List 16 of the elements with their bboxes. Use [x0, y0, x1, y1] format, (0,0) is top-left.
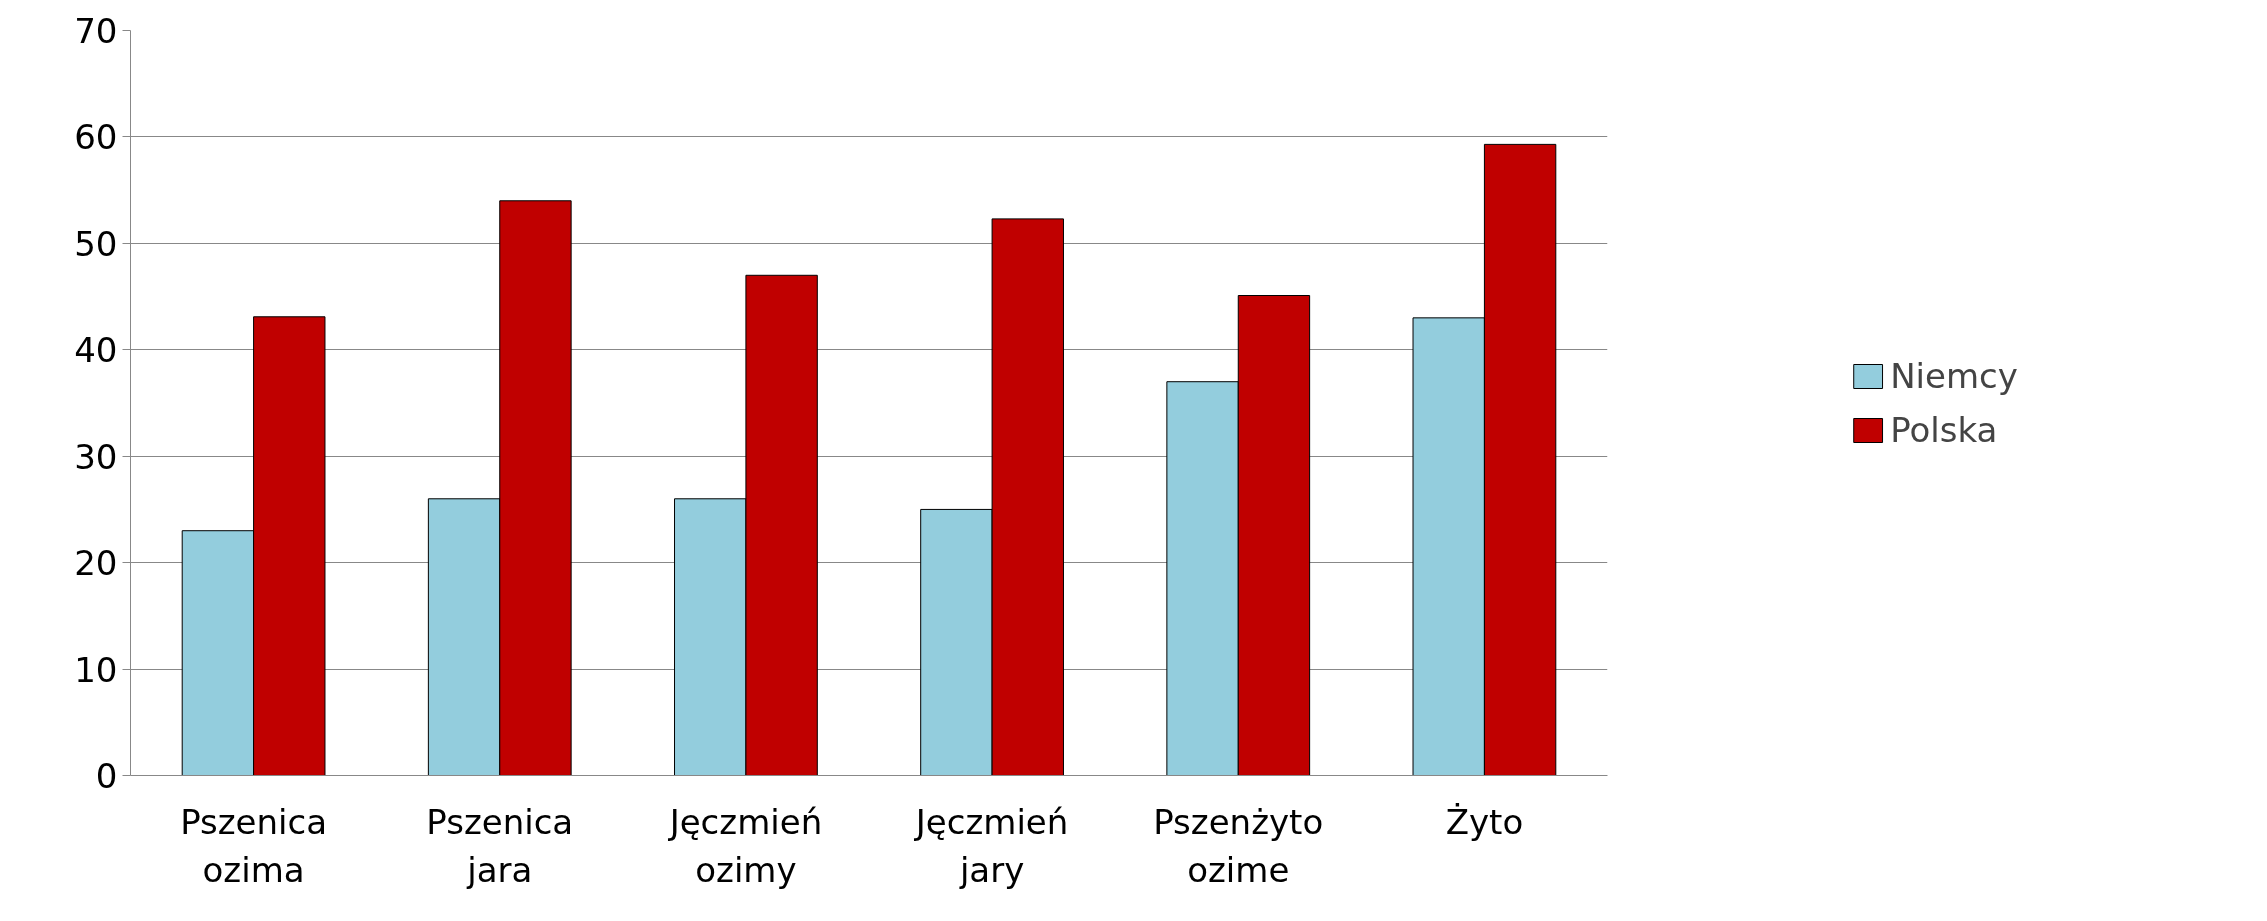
x-tick-label: Pszenica jara	[426, 801, 574, 890]
y-tick-label: 70	[74, 11, 118, 51]
y-tick-label: 40	[74, 330, 118, 371]
x-tick-label: Pszenica ozima	[180, 801, 328, 890]
x-tick-label: Żyto	[1445, 801, 1524, 842]
legend-label: Polska	[1890, 409, 1998, 450]
y-tick-label: 60	[74, 117, 118, 158]
legend-label: Niemcy	[1890, 355, 2018, 396]
x-tick-label: Jęczmień ozimy	[667, 801, 823, 890]
y-tick-label: 10	[74, 649, 118, 690]
y-tick-label: 0	[95, 756, 118, 796]
x-tick-label: Jęczmień jary	[913, 801, 1069, 890]
y-tick-label: 50	[74, 223, 118, 264]
x-tick-label: Pszenżyto ozime	[1153, 801, 1324, 890]
y-tick-label: 30	[74, 436, 118, 477]
y-tick-label: 20	[74, 543, 118, 584]
